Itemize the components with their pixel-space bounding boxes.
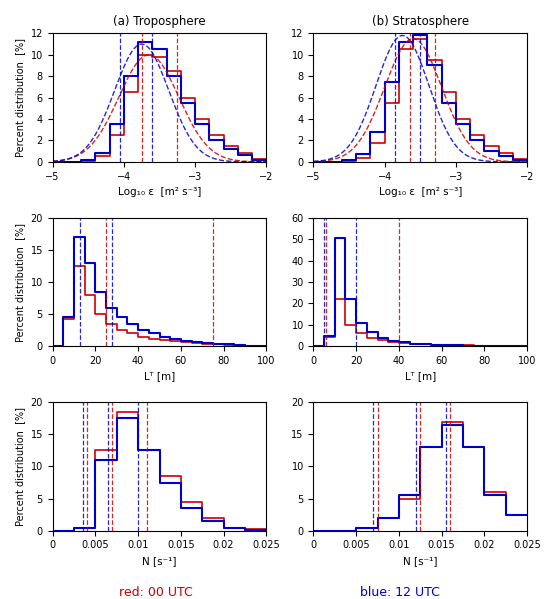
Title: (a) Troposphere: (a) Troposphere bbox=[113, 15, 206, 28]
X-axis label: Lᵀ [m]: Lᵀ [m] bbox=[144, 371, 175, 382]
Y-axis label: Percent distribution  [%]: Percent distribution [%] bbox=[15, 38, 25, 157]
X-axis label: Log₁₀ ε  [m² s⁻³]: Log₁₀ ε [m² s⁻³] bbox=[118, 187, 201, 197]
X-axis label: N [s⁻¹]: N [s⁻¹] bbox=[142, 556, 177, 566]
X-axis label: N [s⁻¹]: N [s⁻¹] bbox=[403, 556, 438, 566]
Y-axis label: Percent distribution  [%]: Percent distribution [%] bbox=[15, 407, 25, 526]
X-axis label: Log₁₀ ε  [m² s⁻³]: Log₁₀ ε [m² s⁻³] bbox=[379, 187, 462, 197]
X-axis label: Lᵀ [m]: Lᵀ [m] bbox=[405, 371, 436, 382]
Text: red: 00 UTC: red: 00 UTC bbox=[119, 586, 192, 599]
Title: (b) Stratosphere: (b) Stratosphere bbox=[372, 15, 469, 28]
Text: blue: 12 UTC: blue: 12 UTC bbox=[360, 586, 440, 599]
Y-axis label: Percent distribution  [%]: Percent distribution [%] bbox=[15, 223, 25, 341]
